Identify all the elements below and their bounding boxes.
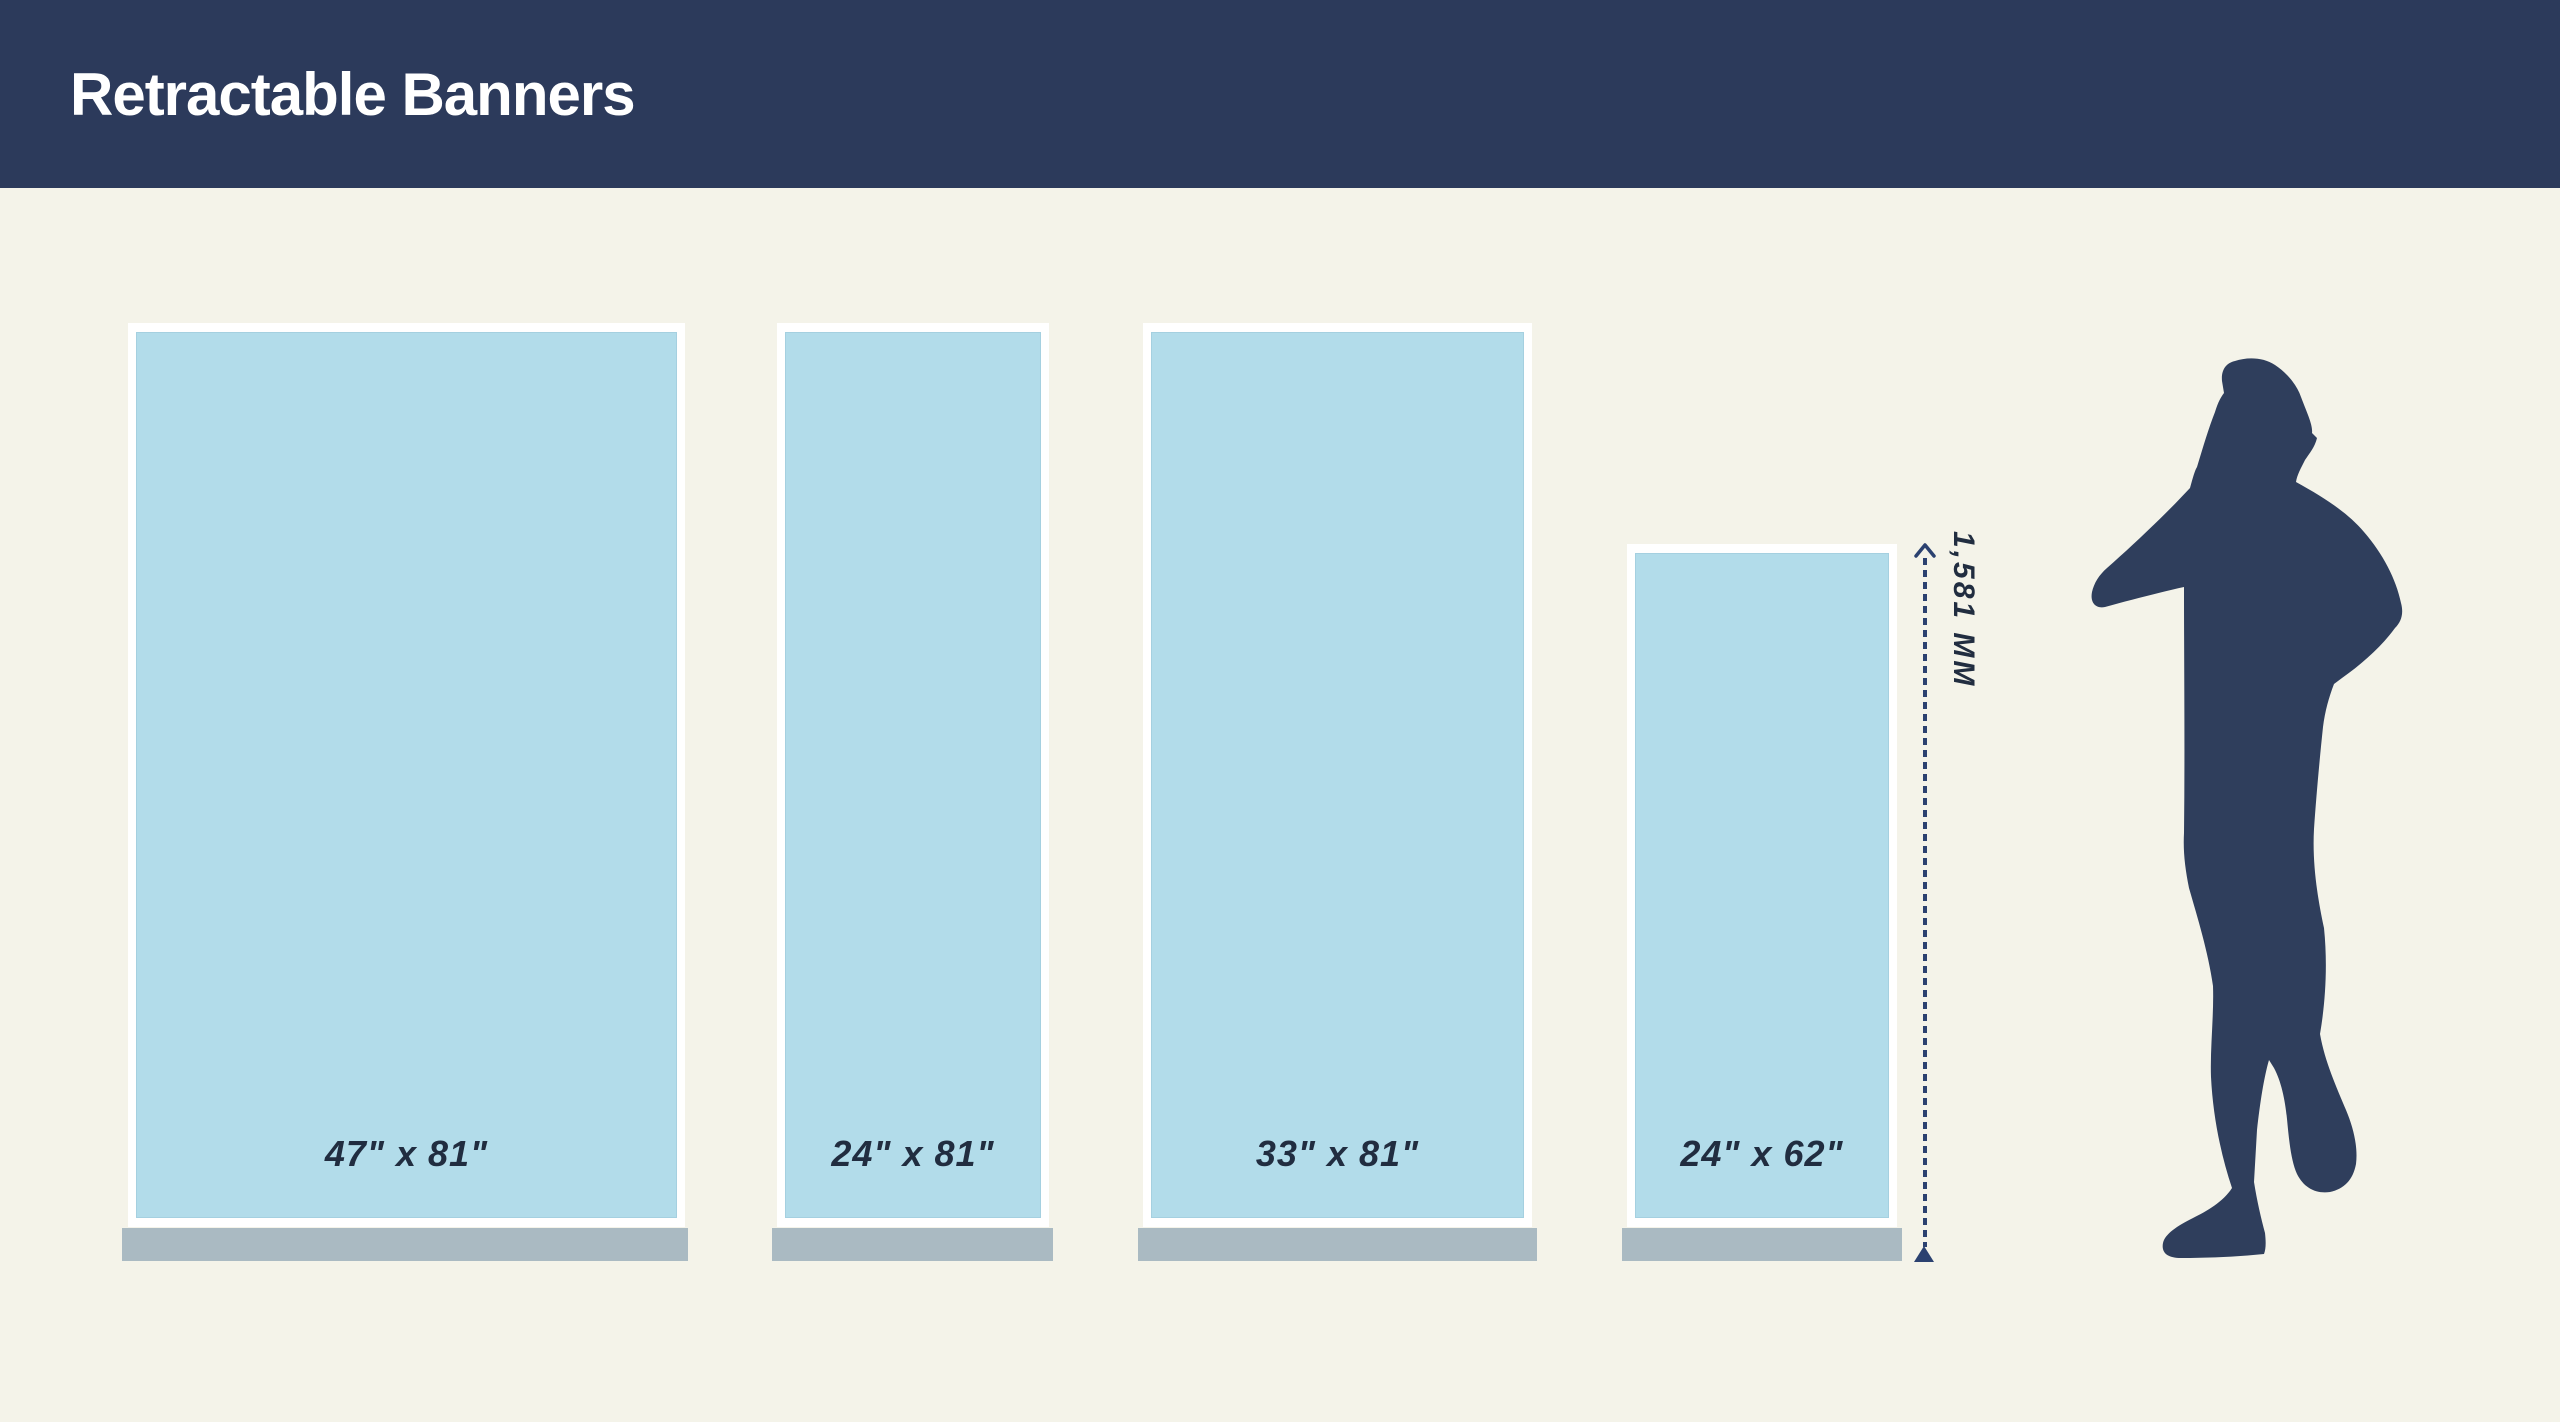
banner-graphic-area [1151,332,1524,1218]
banner-base-stand [1138,1228,1537,1261]
triangle-up-icon [1914,1246,1934,1262]
dimension-label: 1,581 MM [1947,531,1980,689]
banner-size-label: 24" x 81" [831,1133,995,1174]
banner-base-stand [122,1228,688,1261]
banner-33x81: 33" x 81" [1143,323,1532,1227]
chevron-up-icon [1914,543,1936,558]
page-title: Retractable Banners [70,60,636,128]
banner-size-label: 47" x 81" [324,1133,489,1174]
banner-size-label: 24" x 62" [1680,1133,1844,1174]
dimension-dashed-line [1923,558,1927,1247]
banner-graphic-area [1635,553,1889,1218]
banner-47x81: 47" x 81" [128,323,685,1227]
banner-graphic-area [785,332,1041,1218]
banner-24x62: 24" x 62" [1627,544,1897,1227]
person-silhouette [2091,358,2403,1259]
header-bar: Retractable Banners [0,0,2560,188]
banner-24x81: 24" x 81" [777,323,1049,1227]
banner-size-label: 33" x 81" [1255,1133,1420,1174]
banner-base-stand [1622,1228,1902,1261]
banner-graphic-area [136,332,677,1218]
banner-base-stand [772,1228,1053,1261]
